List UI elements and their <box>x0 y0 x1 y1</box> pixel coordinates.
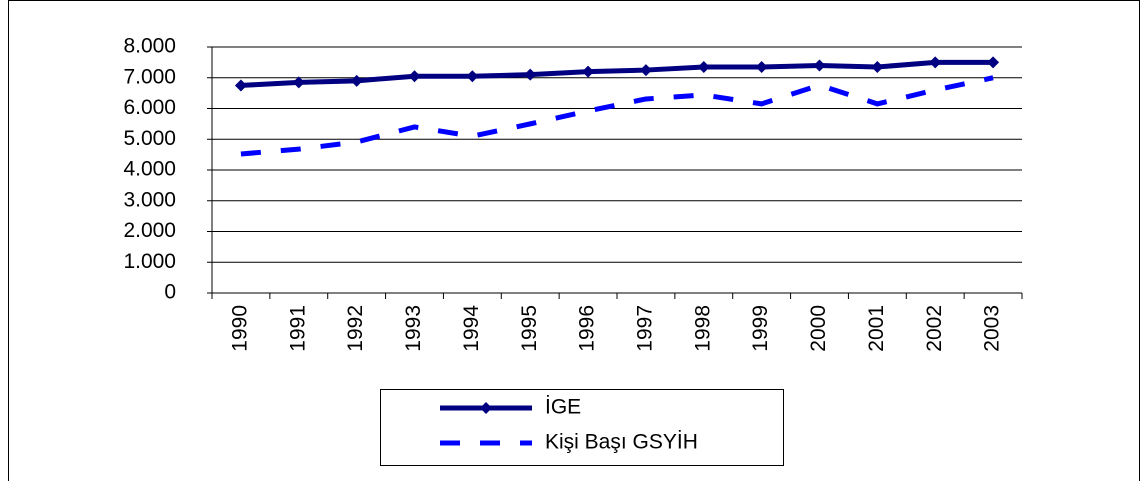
marker <box>697 60 710 73</box>
x-tick-label: 1994 <box>460 305 483 352</box>
x-tick-label: 1992 <box>344 305 367 352</box>
x-tick-label: 1993 <box>402 305 425 352</box>
chart-frame <box>8 0 1140 481</box>
x-tick-label: 1995 <box>518 305 541 352</box>
marker <box>871 60 884 73</box>
marker <box>408 70 421 83</box>
marker <box>813 59 826 72</box>
y-tick-label: 3.000 <box>123 188 176 211</box>
y-tick-label: 6.000 <box>123 96 176 119</box>
y-tick-label: 2.000 <box>123 219 176 242</box>
y-tick-label: 0 <box>164 281 176 304</box>
x-tick-label: 2001 <box>865 305 888 352</box>
marker <box>987 56 1000 69</box>
marker <box>524 68 537 81</box>
marker <box>292 76 305 89</box>
legend-marker <box>480 402 492 414</box>
x-tick-label: 1990 <box>228 305 251 352</box>
series-line <box>240 75 994 157</box>
x-tick-label: 2000 <box>807 305 830 352</box>
x-tick-label: 2002 <box>923 305 946 352</box>
series-line <box>240 59 994 88</box>
marker <box>755 60 768 73</box>
x-tick-label: 2003 <box>981 305 1004 352</box>
marker <box>466 70 479 83</box>
x-tick-label: 1997 <box>633 305 656 352</box>
y-tick-label: 8.000 <box>123 35 176 58</box>
y-tick-label: 7.000 <box>123 65 176 88</box>
marker <box>234 79 247 92</box>
y-tick-label: 4.000 <box>123 158 176 181</box>
marker <box>929 56 942 69</box>
y-tick-label: 5.000 <box>123 127 176 150</box>
marker <box>639 64 652 77</box>
marker <box>350 74 363 87</box>
x-tick-label: 1999 <box>749 305 772 352</box>
y-tick-label: 1.000 <box>123 250 176 273</box>
x-tick-label: 1991 <box>286 305 309 352</box>
x-tick-label: 1998 <box>691 305 714 352</box>
legend-label: Kişi Başı GSYİH <box>545 431 698 454</box>
x-tick-label: 1996 <box>576 305 599 352</box>
legend-box <box>380 389 784 466</box>
marker <box>582 65 595 78</box>
legend-label: İGE <box>545 396 581 419</box>
